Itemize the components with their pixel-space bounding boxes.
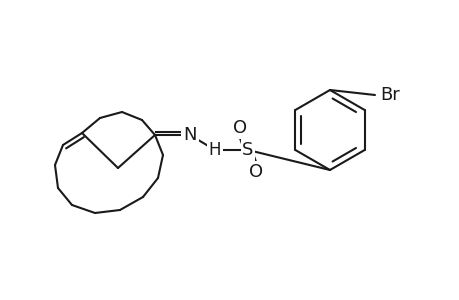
Text: S: S [242,141,253,159]
Text: O: O [248,163,263,181]
Text: H: H [208,141,221,159]
Text: N: N [183,126,196,144]
Text: Br: Br [379,86,399,104]
Text: O: O [232,119,246,137]
